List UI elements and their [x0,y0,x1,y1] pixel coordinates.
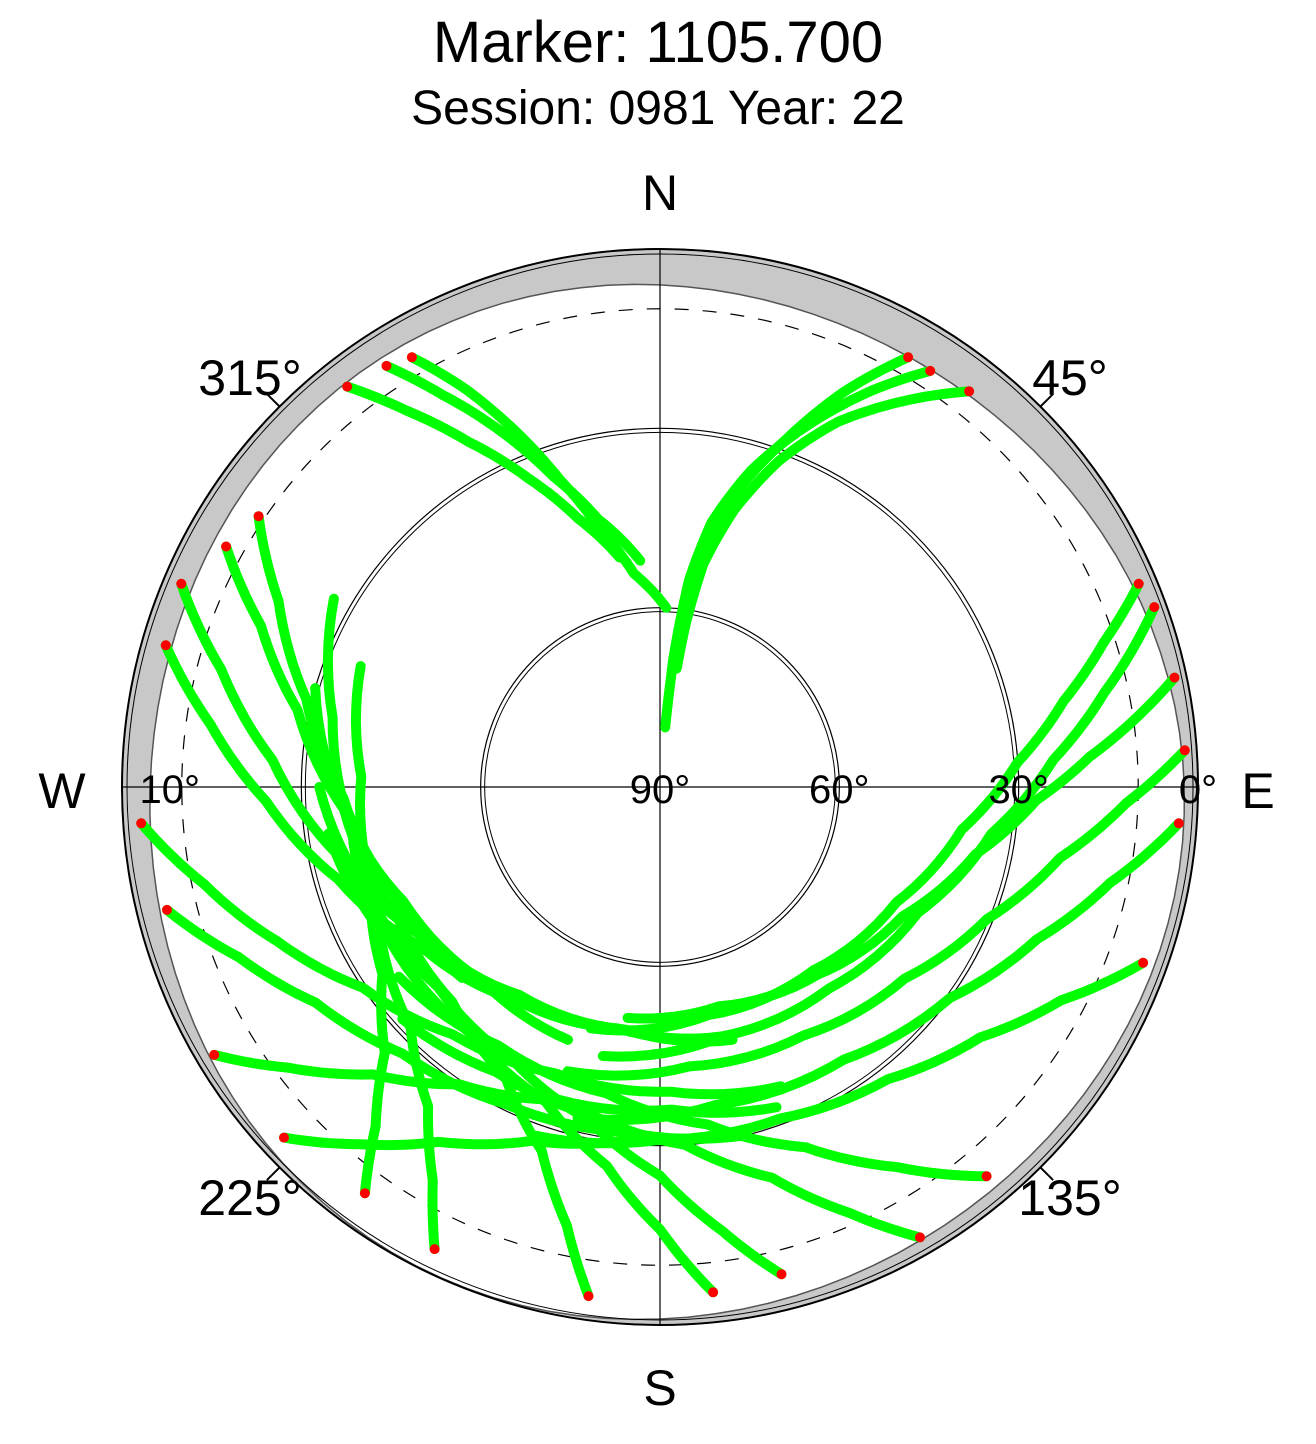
satellite-track-18 [314,782,787,1280]
azimuth-tick-225 [266,1166,281,1181]
track-endpoint-20 [583,1291,594,1302]
elevation-label-90: 90° [630,768,691,812]
track-endpoint-15 [162,904,172,915]
track-endpoint-2 [964,386,975,397]
satellite-track-21 [393,971,992,1182]
track-endpoint-5 [342,381,353,392]
elevation-label-10: 10° [140,768,201,812]
azimuth-label-135: 135° [1018,1170,1121,1226]
satellite-track-8 [597,602,1160,1062]
satellite-track-26 [253,511,468,983]
track-endpoint-10 [1173,818,1184,829]
satellite-tracks [136,352,1190,1302]
track-endpoints [136,352,1190,1302]
track-endpoint-11 [1138,957,1149,968]
satellite-track-10 [572,818,1184,1125]
track-endpoint-14 [136,818,147,829]
track-endpoint-4 [381,360,392,371]
track-endpoint-24 [359,1188,370,1199]
satellite-track-24 [350,661,390,1199]
elevation-label-60: 60° [809,768,870,812]
azimuth-tick-45 [1039,393,1054,408]
north-label: N [642,165,678,221]
track-endpoint-12 [160,640,171,651]
azimuth-label-225: 225° [198,1170,301,1226]
satellite-track-9 [562,745,1190,1081]
satellite-track-6 [622,672,1180,1024]
track-endpoint-17 [279,1132,289,1143]
track-endpoint-16 [209,1049,220,1060]
azimuth-label-45: 45° [1032,350,1108,406]
satellite-track-12 [160,640,728,1044]
satellite-track-22 [397,1014,925,1243]
track-endpoint-0 [925,365,936,376]
track-endpoint-23 [429,1244,440,1255]
track-endpoint-25 [221,541,232,552]
track-endpoint-26 [253,511,264,522]
azimuth-tick-135 [1039,1166,1054,1181]
azimuth-tick-315 [266,393,281,408]
track-endpoint-21 [981,1171,992,1182]
satellite-track-23 [322,593,440,1255]
elevation-label-30: 30° [988,768,1049,812]
south-label: S [643,1360,676,1416]
satellite-track-4 [381,360,646,566]
track-endpoint-6 [1169,672,1180,683]
satellite-track-16 [209,1049,782,1118]
satellite-track-5 [342,381,625,563]
satellite-track-1 [681,352,914,603]
chart-subtitle: Session: 0981 Year: 22 [411,82,905,135]
axis-labels: N S E W 45° 135° 225° 315° 90° 60° 30° 0° 10° [38,165,1274,1416]
track-endpoint-8 [1149,602,1160,613]
track-endpoint-7 [1133,578,1144,589]
polar-grid [121,248,1199,1326]
track-endpoint-1 [903,352,914,363]
track-endpoint-9 [1179,745,1190,756]
satellite-track-2 [671,386,975,674]
satellite-track-7 [585,578,1144,1036]
chart-title: Marker: 1105.700 [433,10,883,75]
track-endpoint-3 [406,352,417,363]
east-label: E [1241,763,1274,819]
track-endpoint-18 [776,1269,787,1280]
west-label: W [38,763,86,819]
track-endpoint-13 [176,578,187,589]
elevation-label-0: 0° [1179,768,1217,812]
azimuth-label-315: 315° [198,350,301,406]
track-endpoint-19 [708,1287,719,1298]
track-endpoint-22 [915,1232,925,1243]
